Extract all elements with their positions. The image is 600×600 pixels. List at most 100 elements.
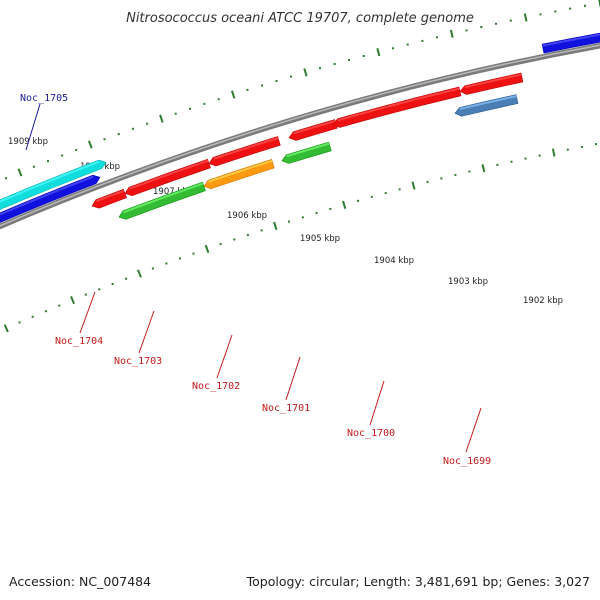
scale-dot-outer	[174, 112, 177, 115]
scale-dot-inner	[595, 143, 597, 146]
scale-tick-outer	[523, 13, 528, 22]
scale-dot-inner	[288, 220, 290, 223]
cds-feature-reverse	[459, 72, 524, 95]
cds-highlight	[293, 120, 336, 135]
scale-dot-inner	[178, 257, 181, 260]
leader-line-reverse	[79, 291, 96, 334]
scale-dot-outer	[362, 55, 365, 57]
scale-dot-inner	[151, 267, 154, 270]
scale-dot-outer	[509, 19, 512, 22]
map-title: Nitrosococcus oceani ATCC 19707, complet…	[126, 11, 474, 26]
scale-tick-outer	[159, 114, 164, 123]
cds-feature-reverse	[91, 188, 127, 209]
label-leader-lines	[25, 103, 482, 453]
scale-dot-inner	[58, 304, 61, 307]
scale-dot-inner	[524, 157, 527, 160]
tick-label-1906: 1906 kbp	[227, 211, 267, 221]
scale-dot-inner	[315, 212, 318, 215]
leader-line-reverse	[216, 334, 233, 379]
cds-highlight	[464, 73, 522, 89]
scale-dot-outer	[131, 127, 134, 130]
scale-dot-outer	[569, 7, 572, 10]
scale-tick-outer	[17, 168, 23, 177]
backbone-line-highlight	[0, 44, 600, 227]
gene-label-noc-1699[interactable]: Noc_1699	[443, 456, 491, 467]
cds-highlight	[96, 189, 125, 203]
scale-dot-inner	[125, 277, 127, 280]
cds-feature-forward	[0, 174, 101, 223]
leader-line-forward	[25, 103, 41, 151]
cds-highlight	[542, 33, 600, 47]
scale-tick-outer	[87, 140, 93, 149]
gene-label-noc-1704[interactable]: Noc_1704	[55, 336, 103, 347]
tick-label-1904: 1904 kbp	[374, 256, 414, 266]
cds-highlight	[0, 175, 94, 216]
cds-highlight	[459, 95, 517, 110]
scale-dot-inner	[580, 145, 583, 148]
scale-dot-outer	[5, 177, 7, 180]
scale-tick-inner	[481, 164, 486, 173]
cds-highlight	[123, 182, 204, 214]
gene-label-noc-1703[interactable]: Noc_1703	[114, 356, 162, 367]
scale-dot-inner	[31, 315, 34, 318]
scale-dot-outer	[392, 47, 394, 50]
cds-highlight	[129, 159, 209, 190]
scale-ticks	[3, 0, 600, 333]
scale-dot-outer	[275, 80, 278, 82]
scale-dot-outer	[421, 39, 424, 42]
cds-feature-forward	[541, 32, 600, 54]
scale-dot-outer	[436, 36, 439, 39]
scale-tick-inner	[137, 269, 142, 278]
scale-dot-inner	[165, 262, 168, 265]
scale-dot-inner	[233, 238, 236, 241]
cds-feature-reverse	[208, 136, 281, 167]
scale-dot-outer	[47, 160, 49, 163]
scale-dot-outer	[554, 10, 557, 13]
scale-dot-inner	[440, 177, 443, 180]
scale-dot-outer	[584, 4, 586, 7]
scale-tick-inner	[342, 200, 347, 209]
scale-dot-inner	[398, 188, 401, 191]
leader-line-reverse	[465, 407, 482, 453]
scale-dot-inner	[370, 195, 373, 198]
scale-dot-outer	[406, 43, 409, 46]
scale-tick-inner	[273, 221, 278, 231]
cds-arrow-body	[0, 174, 101, 223]
scale-tick-inner	[204, 244, 210, 253]
cds-feature-reverse	[281, 141, 332, 164]
cds-highlight	[213, 137, 279, 160]
tick-label-1905: 1905 kbp	[300, 234, 340, 244]
scale-dot-outer	[290, 75, 292, 78]
cds-highlight	[0, 160, 100, 203]
gene-label-noc-1702[interactable]: Noc_1702	[192, 381, 240, 392]
scale-dot-inner	[301, 216, 304, 219]
scale-dot-inner	[219, 243, 222, 246]
gene-label-noc-1705[interactable]: Noc_1705	[20, 93, 68, 104]
scale-tick-inner	[3, 324, 9, 333]
gene-label-noc-1700[interactable]: Noc_1700	[347, 428, 395, 439]
scale-dot-outer	[146, 122, 149, 125]
cds-highlight	[286, 142, 330, 158]
cds-feature-reverse	[288, 119, 338, 141]
scale-dot-outer	[465, 29, 468, 32]
scale-dot-outer	[261, 84, 263, 87]
cds-feature-reverse	[454, 94, 519, 117]
gene-labels: Noc_1705 Noc_1704 Noc_1703 Noc_1702 Noc_…	[20, 93, 491, 467]
scale-dot-inner	[329, 207, 332, 210]
scale-dot-inner	[260, 229, 263, 232]
scale-dot-outer	[539, 13, 542, 16]
scale-tick-inner	[551, 148, 556, 157]
scale-dot-inner	[496, 163, 499, 166]
backbone	[0, 42, 600, 230]
scale-tick-outer	[376, 48, 381, 57]
scale-tick-outer	[230, 90, 236, 99]
scale-tick-inner	[70, 296, 75, 305]
cds-highlight	[337, 87, 460, 122]
scale-tick-outer	[303, 68, 308, 77]
cds-highlight	[208, 159, 273, 183]
scale-dot-inner	[454, 173, 457, 176]
scale-dot-inner	[468, 170, 471, 173]
leader-line-reverse	[369, 380, 385, 426]
gene-label-noc-1701[interactable]: Noc_1701	[262, 403, 310, 414]
